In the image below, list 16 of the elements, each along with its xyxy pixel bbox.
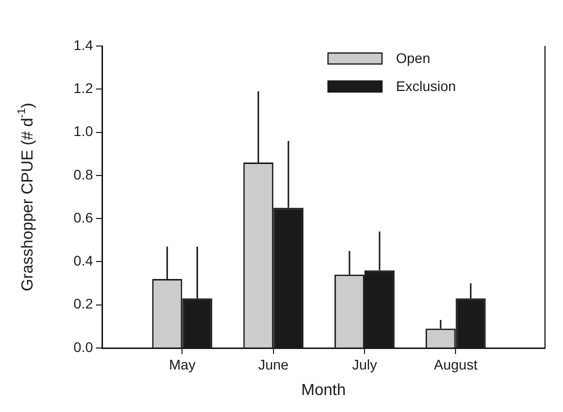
y-tick-label: 1.0 [74, 123, 94, 140]
x-tick-label: June [258, 356, 289, 372]
legend-label: Open [396, 50, 430, 66]
legend-label: Exclusion [396, 78, 456, 94]
y-tick-label: 1.4 [74, 36, 94, 53]
y-tick-label: 1.2 [74, 80, 94, 96]
y-axis-title: Grasshopper CPUE (# d-1) [16, 102, 36, 292]
x-axis-title: Month [301, 382, 346, 399]
y-tick-label: 0.6 [74, 209, 94, 226]
x-tick-label: July [352, 356, 377, 372]
y-tick-label: 0.4 [74, 252, 94, 269]
y-tick-label: 0.2 [74, 296, 94, 312]
y-tick-label: 0.8 [74, 166, 94, 182]
y-tick-label: 0.0 [74, 338, 94, 355]
x-tick-label: May [168, 356, 196, 372]
x-tick-label: August [434, 356, 478, 372]
